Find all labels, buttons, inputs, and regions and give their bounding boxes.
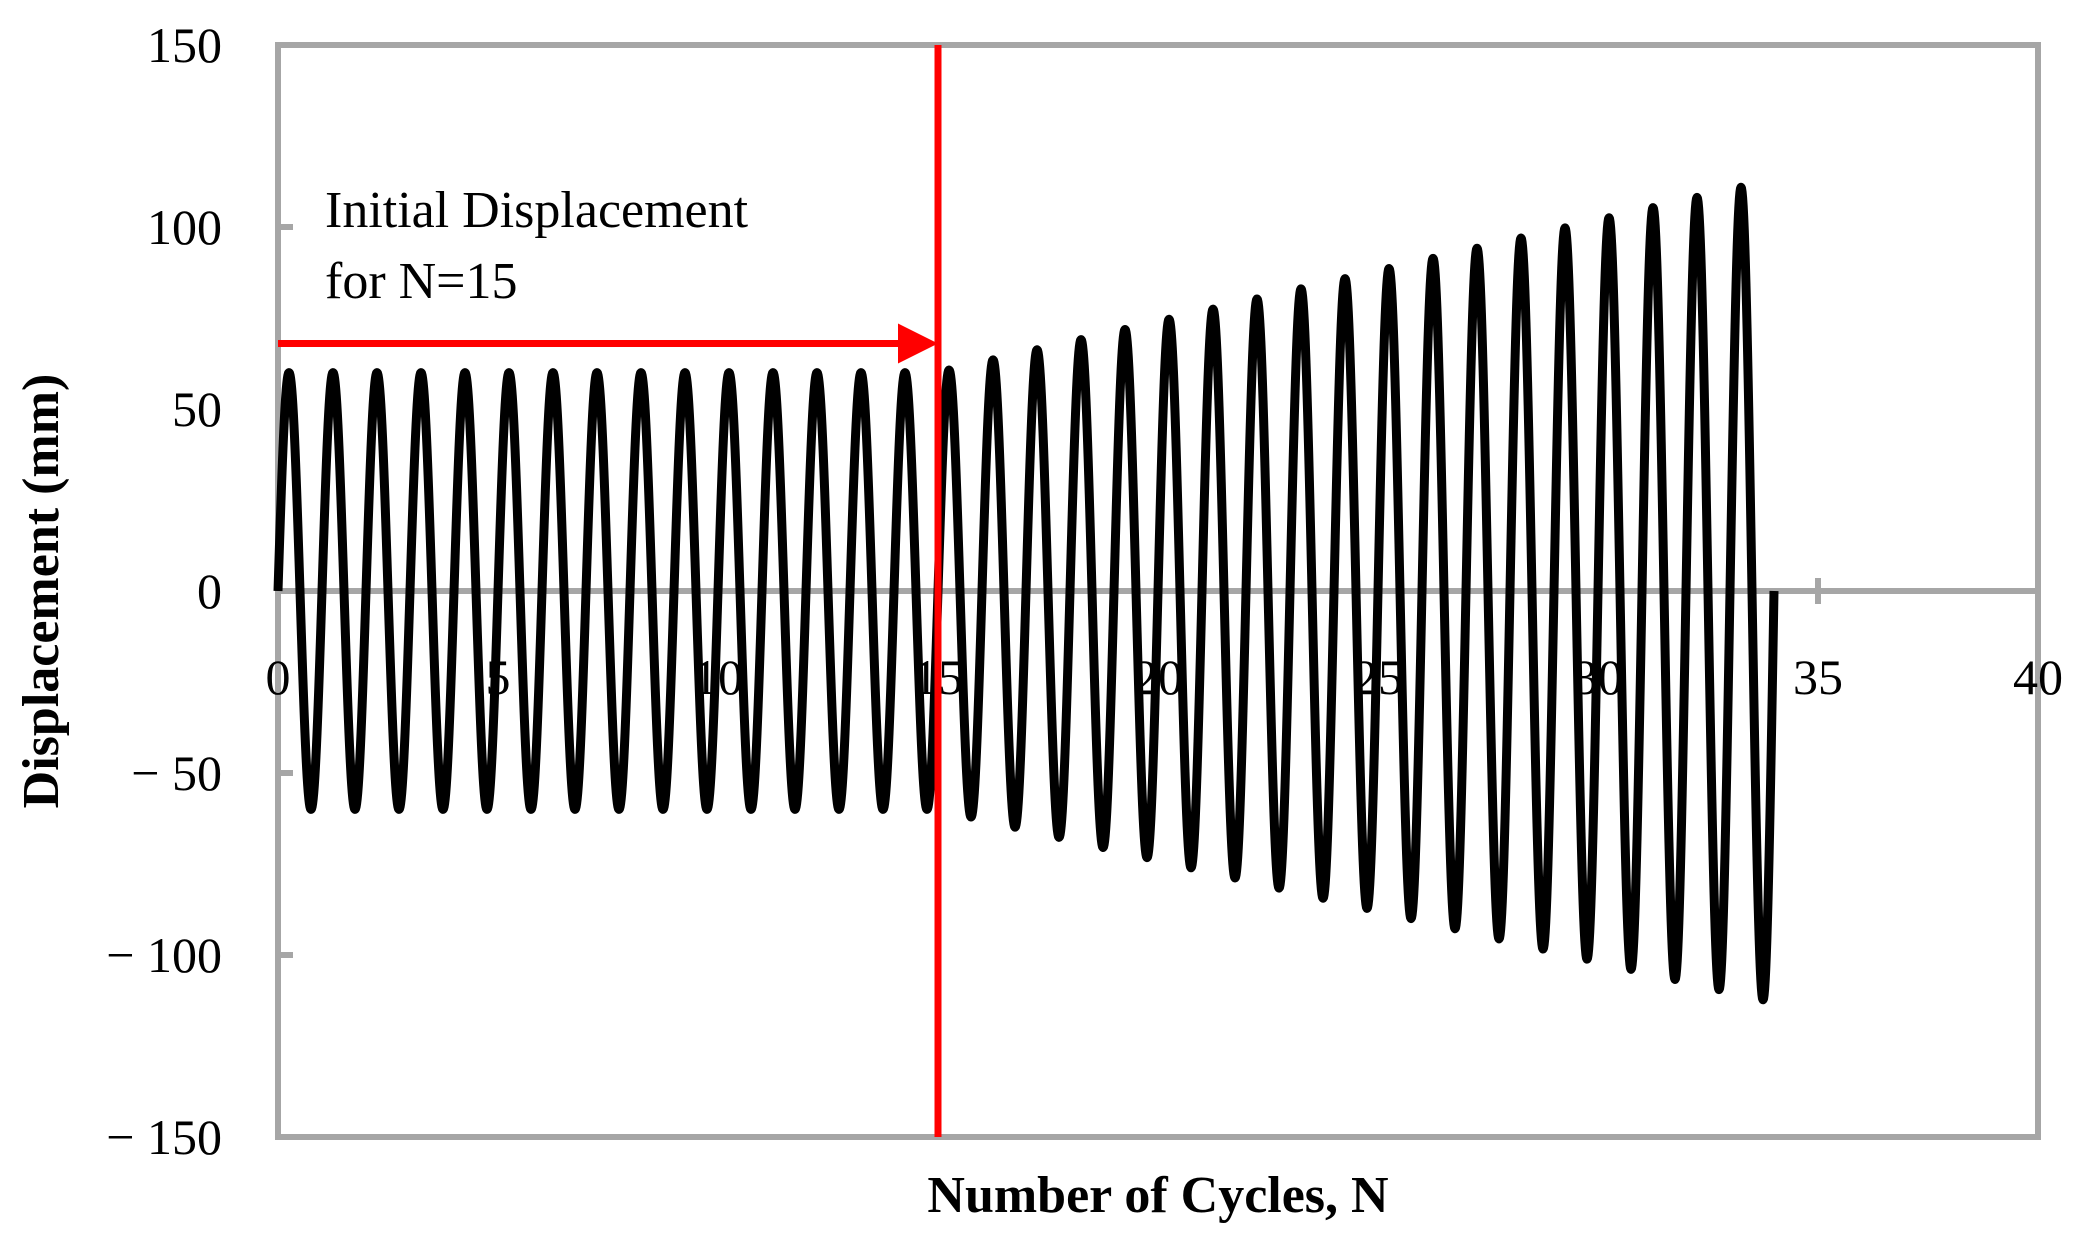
initial-displacement-arrow-head (898, 323, 938, 364)
y-tick-label: 150 (147, 17, 222, 73)
x-axis-title: Number of Cycles, N (927, 1167, 1388, 1224)
x-tick-label: 35 (1793, 649, 1843, 705)
x-tick-label: 40 (2013, 649, 2063, 705)
y-tick-label: 0 (197, 563, 222, 619)
annotation-text-line-2: for N=15 (325, 253, 518, 310)
y-tick-label: − 50 (131, 745, 222, 801)
x-tick-label: 10 (693, 649, 743, 705)
y-tick-label: − 150 (106, 1109, 222, 1165)
y-tick-label: 100 (147, 199, 222, 255)
x-tick-label: 20 (1133, 649, 1183, 705)
x-tick-label: 0 (266, 649, 291, 705)
x-tick-label: 5 (486, 649, 511, 705)
x-tick-label: 25 (1353, 649, 1403, 705)
displacement-series-line (273, 182, 1779, 1005)
annotation-text-line-1: Initial Displacement (325, 182, 749, 239)
x-tick-label: 30 (1573, 649, 1623, 705)
y-tick-label: 50 (172, 381, 222, 437)
y-tick-labels: 150 100 50 0 − 50 − 100 − 150 (106, 17, 222, 1165)
y-tick-label: − 100 (106, 927, 222, 983)
y-axis-title: Displacement (mm) (13, 374, 70, 809)
